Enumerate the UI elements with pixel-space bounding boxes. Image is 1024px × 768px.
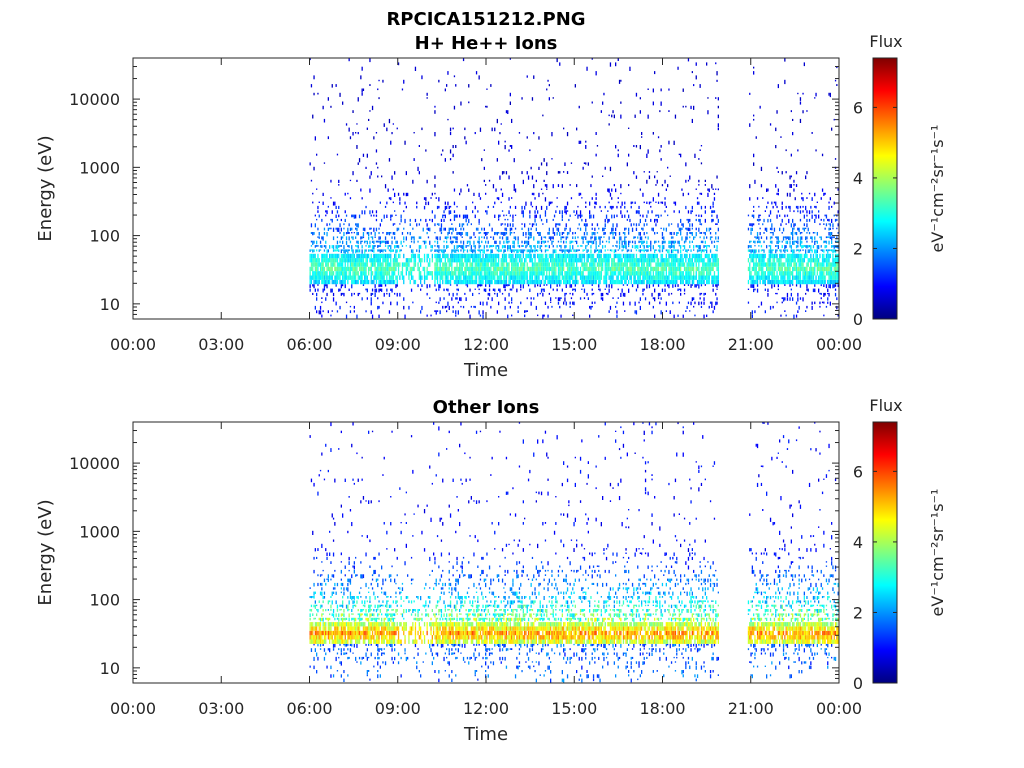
y-tick-label: 10	[100, 659, 120, 678]
x-tick-label: 09:00	[375, 699, 421, 718]
x-axis-label: Time	[463, 360, 508, 381]
panel-other-ions: Other Ions 00:00 03:00 06:00 09:00 12:00 15:00…	[35, 396, 947, 745]
x-tick-label: 12:00	[463, 699, 509, 718]
x-tick-label: 06:00	[286, 335, 332, 354]
figure-title: RPCICA151212.PNG	[386, 9, 585, 30]
y-axis-label: Energy (eV)	[35, 135, 56, 241]
y-tick-label: 100	[89, 591, 120, 610]
x-tick-label: 18:00	[639, 335, 685, 354]
colorbar-tick-label: 2	[853, 603, 863, 622]
x-tick-label: 03:00	[198, 335, 244, 354]
x-tick-label: 15:00	[551, 699, 597, 718]
colorbar-tick-label: 0	[853, 674, 863, 693]
x-tick-label: 21:00	[728, 699, 774, 718]
x-axis-label: Time	[463, 724, 508, 745]
x-tick-label: 00:00	[110, 699, 156, 718]
heatmap-cells	[309, 422, 839, 683]
colorbar	[872, 421, 898, 684]
x-tick-label: 00:00	[110, 335, 156, 354]
panel-title: H+ He++ Ions	[415, 33, 558, 54]
colorbar-tick-label: 6	[853, 462, 863, 481]
x-tick-label: 09:00	[375, 335, 421, 354]
y-tick-label: 10	[100, 295, 120, 314]
y-tick-label: 10000	[69, 454, 120, 473]
x-tick-label: 03:00	[198, 699, 244, 718]
x-tick-label: 12:00	[463, 335, 509, 354]
colorbar-title: Flux	[869, 396, 902, 415]
colorbar-tick-label: 0	[853, 310, 863, 329]
colorbar	[872, 57, 898, 320]
heatmap-cells	[309, 58, 839, 319]
x-tick-label: 00:00	[816, 335, 862, 354]
colorbar-tick-label: 4	[853, 533, 863, 552]
colorbar-tick-label: 2	[853, 239, 863, 258]
y-tick-label: 100	[89, 227, 120, 246]
x-tick-label: 06:00	[286, 699, 332, 718]
colorbar-title: Flux	[869, 32, 902, 51]
colorbar-tick-label: 4	[853, 169, 863, 188]
panel-title: Other Ions	[433, 397, 540, 418]
colorbar-tick-label: 6	[853, 98, 863, 117]
x-tick-label: 00:00	[816, 699, 862, 718]
x-tick-label: 15:00	[551, 335, 597, 354]
y-axis-label: Energy (eV)	[35, 499, 56, 605]
x-tick-label: 18:00	[639, 699, 685, 718]
x-tick-label: 21:00	[728, 335, 774, 354]
y-tick-label: 10000	[69, 90, 120, 109]
y-tick-label: 1000	[79, 522, 120, 541]
panel-h-he-ions: H+ He++ Ions 00:00 03:00 06:00 09:00 12:00 15:…	[35, 32, 947, 381]
colorbar-label: eV⁻¹cm⁻²sr⁻¹s⁻¹	[928, 489, 947, 617]
colorbar-label: eV⁻¹cm⁻²sr⁻¹s⁻¹	[928, 125, 947, 253]
y-tick-label: 1000	[79, 158, 120, 177]
